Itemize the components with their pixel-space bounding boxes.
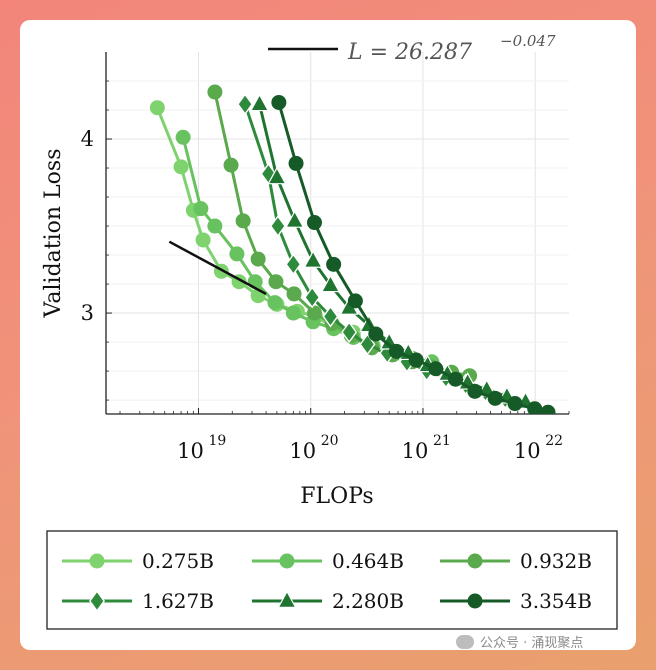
fit-legend: L = 26.287 −0.047 [268, 32, 556, 65]
data-point [428, 361, 444, 377]
data-point [249, 93, 270, 112]
data-point [285, 210, 305, 228]
legend-item: 0.932B [440, 549, 592, 573]
data-point [527, 401, 543, 414]
y-tick-label: 3 [81, 301, 94, 325]
data-point [368, 326, 384, 342]
series-1.627B [237, 93, 514, 410]
legend-label: 0.464B [332, 549, 404, 573]
legend-item: 2.280B [252, 589, 404, 613]
series-3.354B [271, 94, 556, 414]
x-tick-label: 10 [514, 439, 541, 463]
legend-item: 3.354B [440, 589, 592, 613]
x-tick-label: 10 [289, 439, 316, 463]
x-tick-label: 10 [177, 439, 204, 463]
legend-label: 2.280B [332, 589, 404, 613]
legend-marker [467, 553, 483, 569]
data-point [306, 215, 322, 231]
data-point [304, 286, 321, 309]
grid [106, 52, 569, 414]
data-point [207, 218, 223, 234]
watermark-text: 公众号 · 涌现聚点 [480, 636, 584, 651]
data-point [195, 232, 211, 248]
data-point [237, 93, 254, 116]
legend-marker [89, 590, 105, 612]
data-point [267, 166, 287, 185]
y-tick-label: 4 [81, 127, 94, 151]
x-tick-exponent: 21 [433, 433, 451, 449]
y-axis-label: Validation Loss [41, 149, 66, 319]
x-tick-label: 10 [402, 439, 429, 463]
legend-marker [89, 553, 105, 569]
data-point [285, 305, 301, 321]
series-layer [149, 84, 556, 414]
data-point [341, 321, 358, 344]
series-0.932B [207, 84, 478, 384]
watermark: 公众号 · 涌现聚点 [456, 632, 583, 651]
data-point [288, 155, 304, 171]
data-point [507, 396, 523, 412]
data-point [322, 305, 339, 328]
data-point [235, 213, 251, 229]
data-point [223, 157, 239, 173]
data-point [193, 201, 209, 217]
legend-marker [279, 553, 295, 569]
x-axis-label: FLOPs [300, 484, 373, 509]
data-point [207, 84, 223, 100]
series-legend: 0.275B 0.464B 0.932B 1.627B 2.280B 3.354B [62, 549, 592, 613]
data-point [250, 251, 266, 267]
fit-legend-exponent: −0.047 [500, 32, 556, 50]
data-point [326, 256, 342, 272]
data-point [229, 246, 245, 262]
data-point [175, 129, 191, 145]
series-legend-box [46, 530, 618, 630]
legend-item: 0.464B [252, 549, 404, 573]
legend-label: 3.354B [520, 589, 592, 613]
data-point [467, 383, 483, 399]
legend-label: 0.932B [520, 549, 592, 573]
fit-line [168, 240, 267, 296]
data-point [267, 295, 283, 311]
data-point [408, 352, 424, 368]
x-tick-exponent: 20 [321, 433, 339, 449]
legend-item: 1.627B [62, 589, 214, 613]
data-point [347, 293, 363, 309]
legend-label: 1.627B [142, 589, 214, 613]
legend-item: 0.275B [62, 549, 214, 573]
wechat-icon [456, 634, 474, 649]
data-point [540, 404, 556, 414]
data-point [286, 286, 302, 302]
x-tick-exponent: 22 [545, 433, 563, 449]
data-point [306, 305, 322, 321]
x-tick-exponent: 19 [208, 433, 226, 449]
data-point [388, 343, 404, 359]
data-point [285, 253, 302, 276]
data-point [268, 274, 284, 290]
data-point [269, 215, 286, 237]
fit-legend-label: L = 26.287 [347, 40, 472, 65]
data-point [487, 390, 503, 406]
data-point [271, 94, 287, 110]
plot-frame [106, 52, 569, 414]
legend-label: 0.275B [142, 549, 214, 573]
data-point [320, 274, 341, 293]
data-point [173, 159, 189, 175]
data-point [448, 371, 464, 387]
data-point [303, 250, 323, 268]
data-point [149, 100, 165, 116]
legend-marker [277, 590, 297, 608]
legend-marker [467, 593, 483, 609]
